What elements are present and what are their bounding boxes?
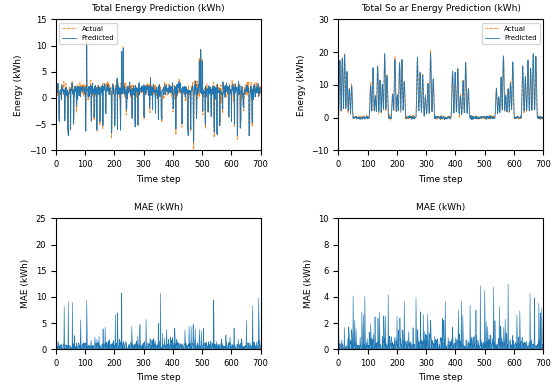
Predicted xyxy=(520,84,526,88)
Predicted xyxy=(385,115,392,120)
Predicted xyxy=(427,51,434,56)
Actual xyxy=(110,86,117,91)
Actual xyxy=(385,116,392,120)
Predicted xyxy=(539,115,546,120)
Line: Predicted: Predicted xyxy=(56,43,260,142)
Actual xyxy=(393,107,400,112)
Predicted xyxy=(257,86,264,90)
Predicted xyxy=(187,120,194,125)
Line: Actual: Actual xyxy=(56,39,260,150)
Predicted xyxy=(103,85,110,90)
Actual xyxy=(520,82,526,87)
Title: MAE (kWh): MAE (kWh) xyxy=(416,203,465,212)
Y-axis label: Energy (kWh): Energy (kWh) xyxy=(297,54,306,116)
Actual xyxy=(427,48,434,53)
Predicted xyxy=(495,104,502,108)
Title: MAE (kWh): MAE (kWh) xyxy=(134,203,183,212)
Predicted xyxy=(83,41,90,46)
Y-axis label: MAE (kWh): MAE (kWh) xyxy=(304,259,312,308)
Y-axis label: MAE (kWh): MAE (kWh) xyxy=(21,259,30,308)
Predicted xyxy=(212,86,219,90)
Predicted xyxy=(190,140,197,145)
Predicted xyxy=(393,107,399,112)
Line: Actual: Actual xyxy=(338,50,543,120)
Actual xyxy=(388,118,394,123)
Y-axis label: Energy (kWh): Energy (kWh) xyxy=(14,54,23,116)
Predicted xyxy=(469,118,475,122)
X-axis label: Time step: Time step xyxy=(136,374,181,383)
Actual xyxy=(495,102,502,106)
Title: Total Energy Prediction (kWh): Total Energy Prediction (kWh) xyxy=(91,4,225,13)
Actual xyxy=(539,115,546,120)
Predicted xyxy=(400,107,407,112)
Legend: Actual, Predicted: Actual, Predicted xyxy=(482,23,540,44)
Predicted xyxy=(118,86,124,90)
Actual xyxy=(103,81,110,86)
Actual xyxy=(470,114,477,118)
Actual xyxy=(237,121,244,125)
Actual xyxy=(335,116,342,121)
Actual xyxy=(118,81,124,85)
Actual xyxy=(212,90,219,95)
Actual xyxy=(83,36,90,41)
Actual xyxy=(53,119,59,123)
Predicted xyxy=(237,119,244,123)
Actual xyxy=(257,90,264,95)
Predicted xyxy=(470,117,477,121)
X-axis label: Time step: Time step xyxy=(418,175,463,184)
Line: Predicted: Predicted xyxy=(338,54,543,120)
Title: Total So ar Energy Prediction (kWh): Total So ar Energy Prediction (kWh) xyxy=(361,4,521,13)
Predicted xyxy=(335,114,342,119)
X-axis label: Time step: Time step xyxy=(136,175,181,184)
Actual xyxy=(190,147,197,152)
Legend: Actual, Predicted: Actual, Predicted xyxy=(59,23,117,44)
Actual xyxy=(400,104,407,108)
Predicted xyxy=(110,88,117,93)
X-axis label: Time step: Time step xyxy=(418,374,463,383)
Actual xyxy=(187,119,194,123)
Predicted xyxy=(53,114,59,119)
